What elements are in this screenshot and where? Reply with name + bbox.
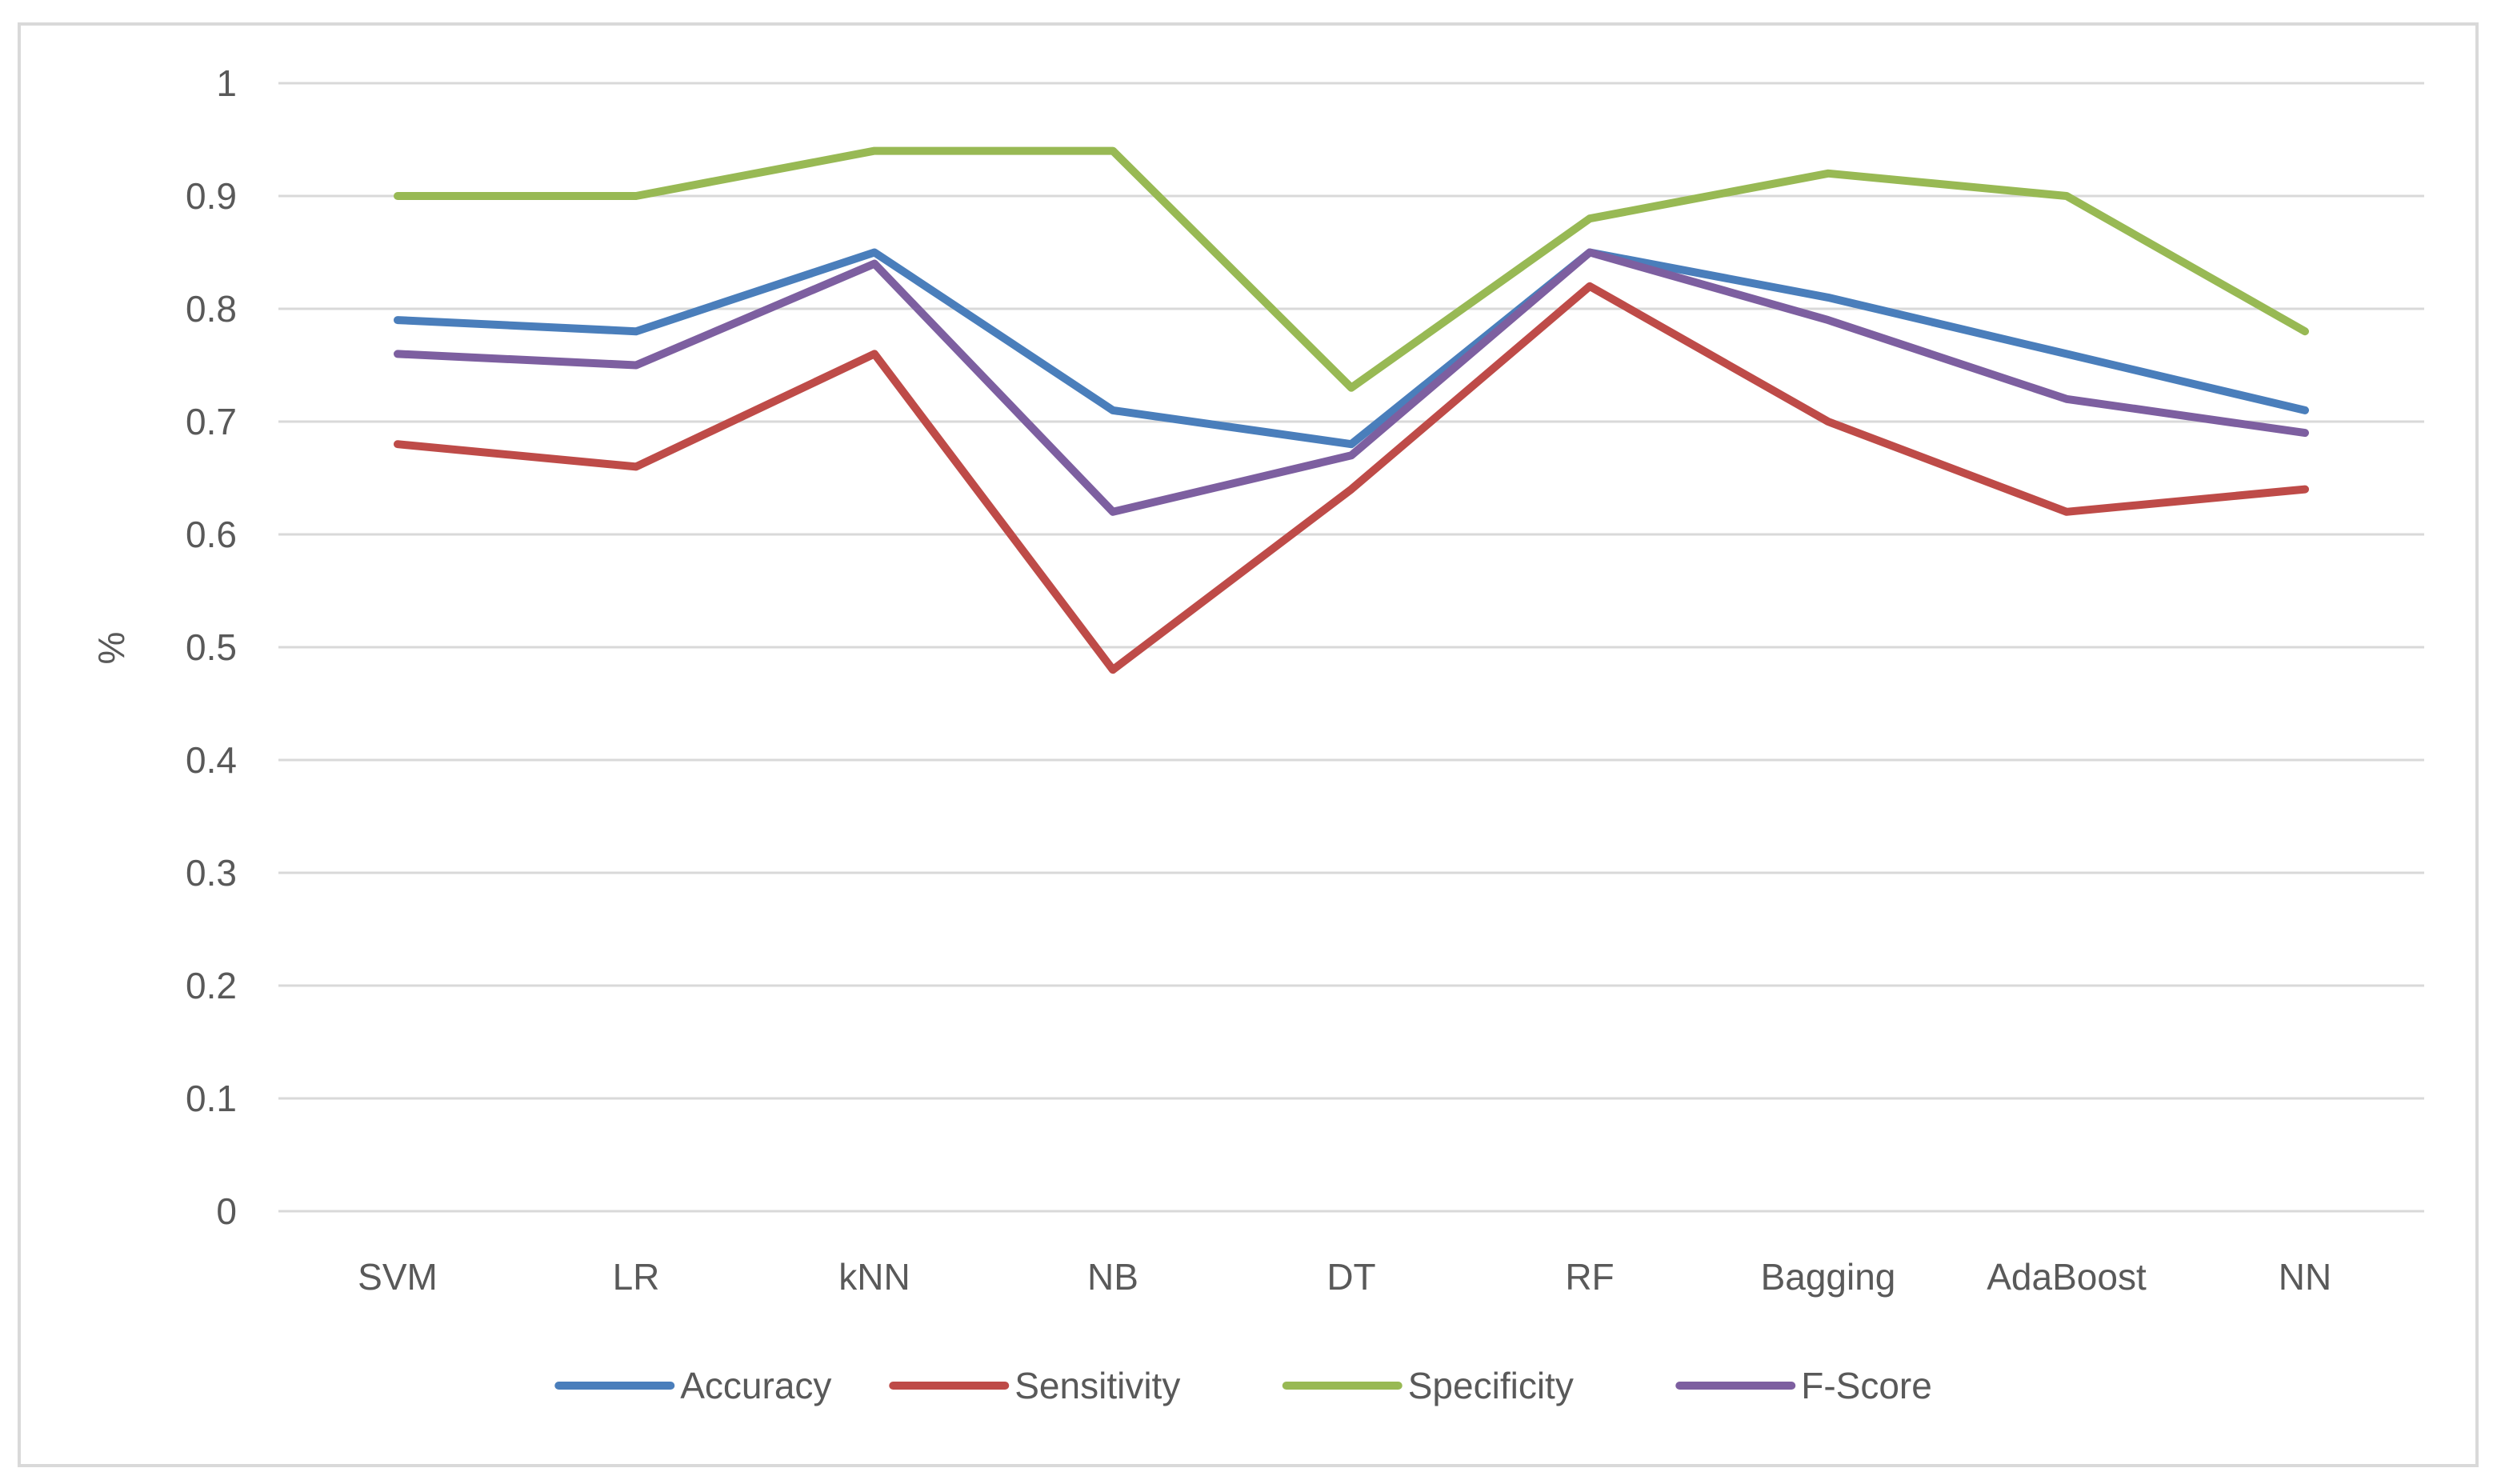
y-tick-label: 0.4 bbox=[186, 739, 237, 781]
y-tick-label: 0 bbox=[216, 1190, 237, 1232]
y-tick-label: 0.5 bbox=[186, 626, 237, 668]
series-lines bbox=[394, 146, 2309, 674]
x-axis-ticks: SVM LR kNN NB DT RF Bagging AdaBoost NN bbox=[358, 1256, 2331, 1298]
x-tick-label: LR bbox=[613, 1256, 660, 1298]
legend-label-f-score: F-Score bbox=[1801, 1365, 1932, 1406]
y-tick-label: 0.8 bbox=[186, 288, 237, 330]
legend: Accuracy Sensitivity Specificity F-Score bbox=[554, 1365, 1932, 1406]
y-tick-label: 0.2 bbox=[186, 965, 237, 1006]
y-axis-ticks: 0 0.1 0.2 0.3 0.4 0.5 0.6 0.7 0.8 0.9 1 bbox=[186, 62, 237, 1232]
y-tick-label: 0.3 bbox=[186, 852, 237, 894]
y-tick-label: 0.9 bbox=[186, 175, 237, 217]
y-tick-label: 0.1 bbox=[186, 1078, 237, 1119]
x-tick-label: DT bbox=[1327, 1256, 1375, 1298]
series-line-specificity bbox=[394, 146, 2309, 392]
series-line-accuracy bbox=[394, 248, 2309, 449]
y-tick-label: 0.6 bbox=[186, 514, 237, 555]
x-tick-label: SVM bbox=[358, 1256, 438, 1298]
legend-label-accuracy: Accuracy bbox=[680, 1365, 831, 1406]
legend-label-sensitivity: Sensitivity bbox=[1014, 1365, 1180, 1406]
x-tick-label: Bagging bbox=[1761, 1256, 1896, 1298]
gridlines bbox=[278, 82, 2424, 1213]
x-tick-label: RF bbox=[1565, 1256, 1614, 1298]
y-axis-label: % bbox=[90, 632, 132, 665]
x-tick-label: NB bbox=[1087, 1256, 1138, 1298]
y-tick-label: 1 bbox=[216, 62, 237, 104]
series-line-f-score bbox=[394, 248, 2309, 516]
legend-label-specificity: Specificity bbox=[1408, 1365, 1574, 1406]
x-tick-label: kNN bbox=[838, 1256, 910, 1298]
series-line-sensitivity bbox=[394, 282, 2309, 674]
chart-frame bbox=[18, 22, 2479, 1467]
x-tick-label: AdaBoost bbox=[1987, 1256, 2147, 1298]
y-tick-label: 0.7 bbox=[186, 401, 237, 442]
x-tick-label: NN bbox=[2279, 1256, 2331, 1298]
